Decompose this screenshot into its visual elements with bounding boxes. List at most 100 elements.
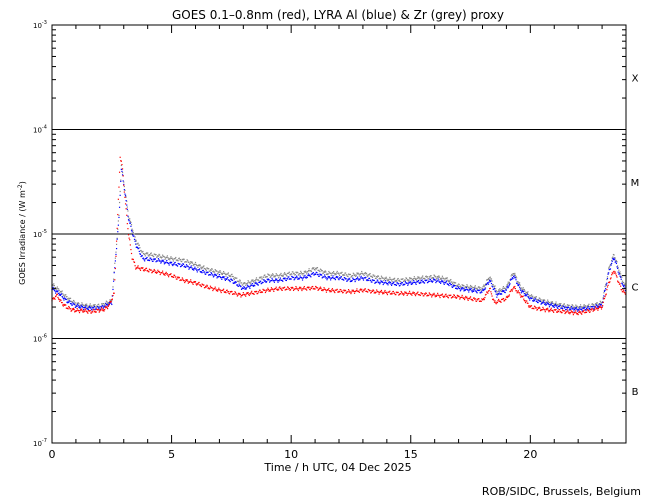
data-point: [127, 219, 130, 221]
data-point: [141, 255, 143, 257]
data-point: [490, 278, 493, 280]
data-point: [334, 279, 337, 281]
data-point: [579, 304, 582, 306]
data-point: [172, 276, 174, 279]
data-point: [402, 294, 405, 296]
data-point: [558, 306, 560, 308]
data-point: [469, 284, 472, 287]
data-point: [142, 267, 144, 269]
data-point: [166, 259, 168, 262]
data-point: [469, 297, 471, 299]
data-point: [212, 274, 214, 276]
data-point: [577, 313, 579, 316]
data-point: [405, 277, 408, 280]
data-point: [573, 310, 575, 312]
data-point: [275, 279, 277, 281]
data-point: [568, 304, 570, 306]
data-point: [355, 290, 357, 293]
data-point: [353, 290, 355, 293]
data-point: [117, 213, 119, 216]
data-point: [221, 276, 224, 279]
data-point: [547, 307, 549, 309]
data-point: [149, 254, 151, 256]
data-point: [459, 287, 461, 290]
data-point: [269, 290, 271, 292]
data-point: [197, 265, 200, 267]
data-point: [55, 288, 57, 290]
data-point: [336, 276, 338, 279]
data-point: [606, 276, 609, 278]
data-point: [488, 289, 490, 292]
data-point: [188, 267, 191, 269]
data-point: [60, 291, 63, 293]
data-point: [215, 273, 217, 275]
data-point: [322, 290, 324, 292]
data-point: [291, 273, 293, 275]
data-point: [187, 260, 189, 262]
data-point: [395, 280, 397, 283]
data-point: [153, 270, 155, 273]
data-point: [133, 235, 135, 237]
data-point: [597, 304, 599, 306]
x-tick-label: 0: [49, 448, 56, 461]
data-point: [248, 286, 250, 288]
data-point: [465, 295, 467, 298]
data-point: [221, 278, 223, 280]
data-point: [308, 286, 310, 288]
data-point: [460, 296, 463, 298]
data-point: [199, 270, 201, 273]
data-point: [197, 283, 199, 285]
data-point: [376, 279, 378, 281]
data-point: [234, 292, 237, 294]
data-point: [237, 292, 240, 294]
data-point: [222, 289, 224, 291]
data-point: [172, 264, 174, 267]
data-point: [224, 272, 226, 274]
data-point: [304, 276, 307, 278]
data-point: [314, 288, 316, 290]
data-point: [444, 296, 446, 298]
data-point: [101, 308, 103, 310]
data-point: [104, 305, 106, 307]
data-point: [225, 278, 228, 280]
data-point: [325, 289, 327, 291]
data-point: [435, 276, 437, 278]
data-point: [101, 307, 103, 309]
data-point: [604, 285, 606, 288]
data-point: [449, 281, 451, 283]
data-point: [443, 282, 445, 284]
data-point: [603, 290, 606, 292]
data-point: [271, 277, 273, 279]
data-point: [387, 279, 389, 281]
data-point: [519, 288, 521, 290]
data-point: [389, 281, 392, 283]
data-point: [450, 294, 452, 296]
data-point: [211, 287, 213, 289]
data-point: [255, 277, 258, 279]
data-point: [511, 277, 513, 279]
data-point: [562, 309, 564, 311]
data-point: [163, 263, 166, 265]
data-point: [449, 279, 451, 281]
data-point: [370, 279, 372, 281]
data-point: [390, 293, 392, 295]
data-point: [175, 276, 177, 278]
data-point: [610, 264, 612, 266]
data-point: [145, 253, 147, 255]
data-point: [428, 292, 430, 294]
footer-credit: ROB/SIDC, Brussels, Belgium: [482, 485, 641, 498]
data-point: [475, 287, 477, 289]
data-point: [150, 269, 152, 271]
flare-class-label: B: [632, 387, 639, 398]
data-point: [136, 267, 138, 269]
data-point: [62, 297, 64, 300]
data-point: [351, 279, 353, 282]
data-point: [527, 302, 529, 304]
data-point: [480, 292, 482, 294]
data-point: [324, 271, 326, 273]
data-point: [463, 298, 466, 301]
data-point: [611, 259, 613, 262]
data-point: [474, 288, 476, 290]
data-point: [432, 278, 435, 280]
data-point: [529, 299, 531, 301]
